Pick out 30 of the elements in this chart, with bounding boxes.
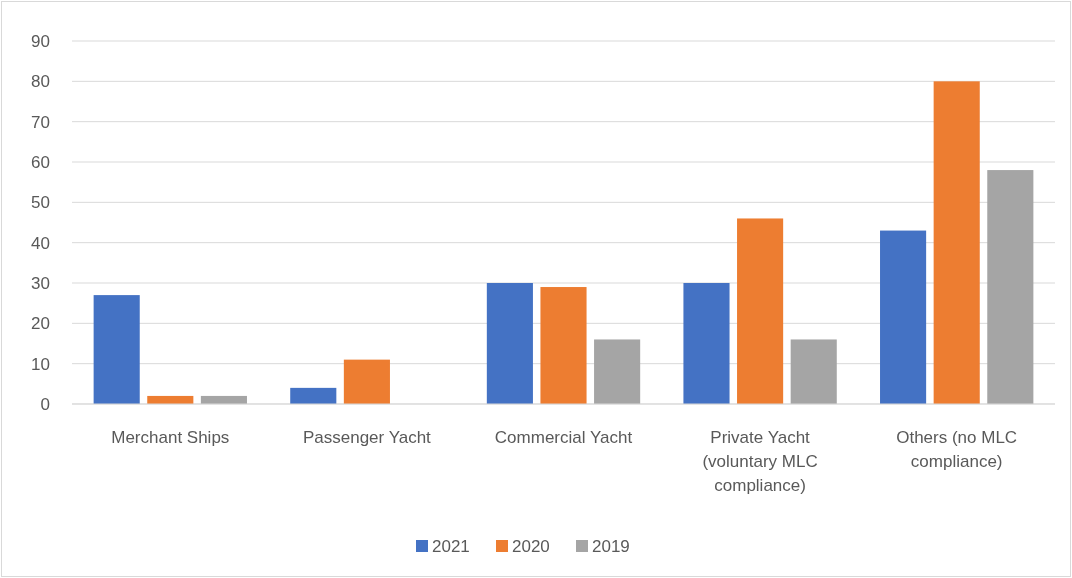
legend-label: 2021 [432,537,470,556]
bar [343,359,390,404]
y-tick-label: 20 [31,314,50,334]
x-tick-label: Merchant Ships [111,428,230,447]
y-tick-label: 60 [31,152,50,172]
bar [987,170,1034,404]
legend-label: 2020 [512,537,550,556]
y-tick-label: 80 [31,72,50,92]
y-tick-label: 50 [31,193,50,213]
x-tick-label: Others (no MLC compliance) [896,428,1018,471]
bar [486,283,533,404]
y-tick-label: 40 [31,233,50,253]
bar [880,230,927,404]
bar [594,339,641,404]
y-tick-label: 30 [31,273,50,293]
y-tick-label: 70 [31,112,50,132]
bar [290,387,337,404]
legend-label: 2019 [592,537,630,556]
bar [93,295,140,404]
bar [790,339,837,404]
bar [737,218,784,404]
bar [933,81,980,404]
x-tick-label: Passenger Yacht [302,428,432,447]
y-tick-label: 0 [40,394,50,414]
x-tick-label: Private Yacht (voluntary MLC compliance) [702,428,818,495]
bar [683,283,730,404]
y-tick-label: 10 [31,354,50,374]
bar [540,287,587,404]
x-tick-label: Commercial Yacht [494,428,633,447]
y-tick-label: 90 [31,31,50,51]
